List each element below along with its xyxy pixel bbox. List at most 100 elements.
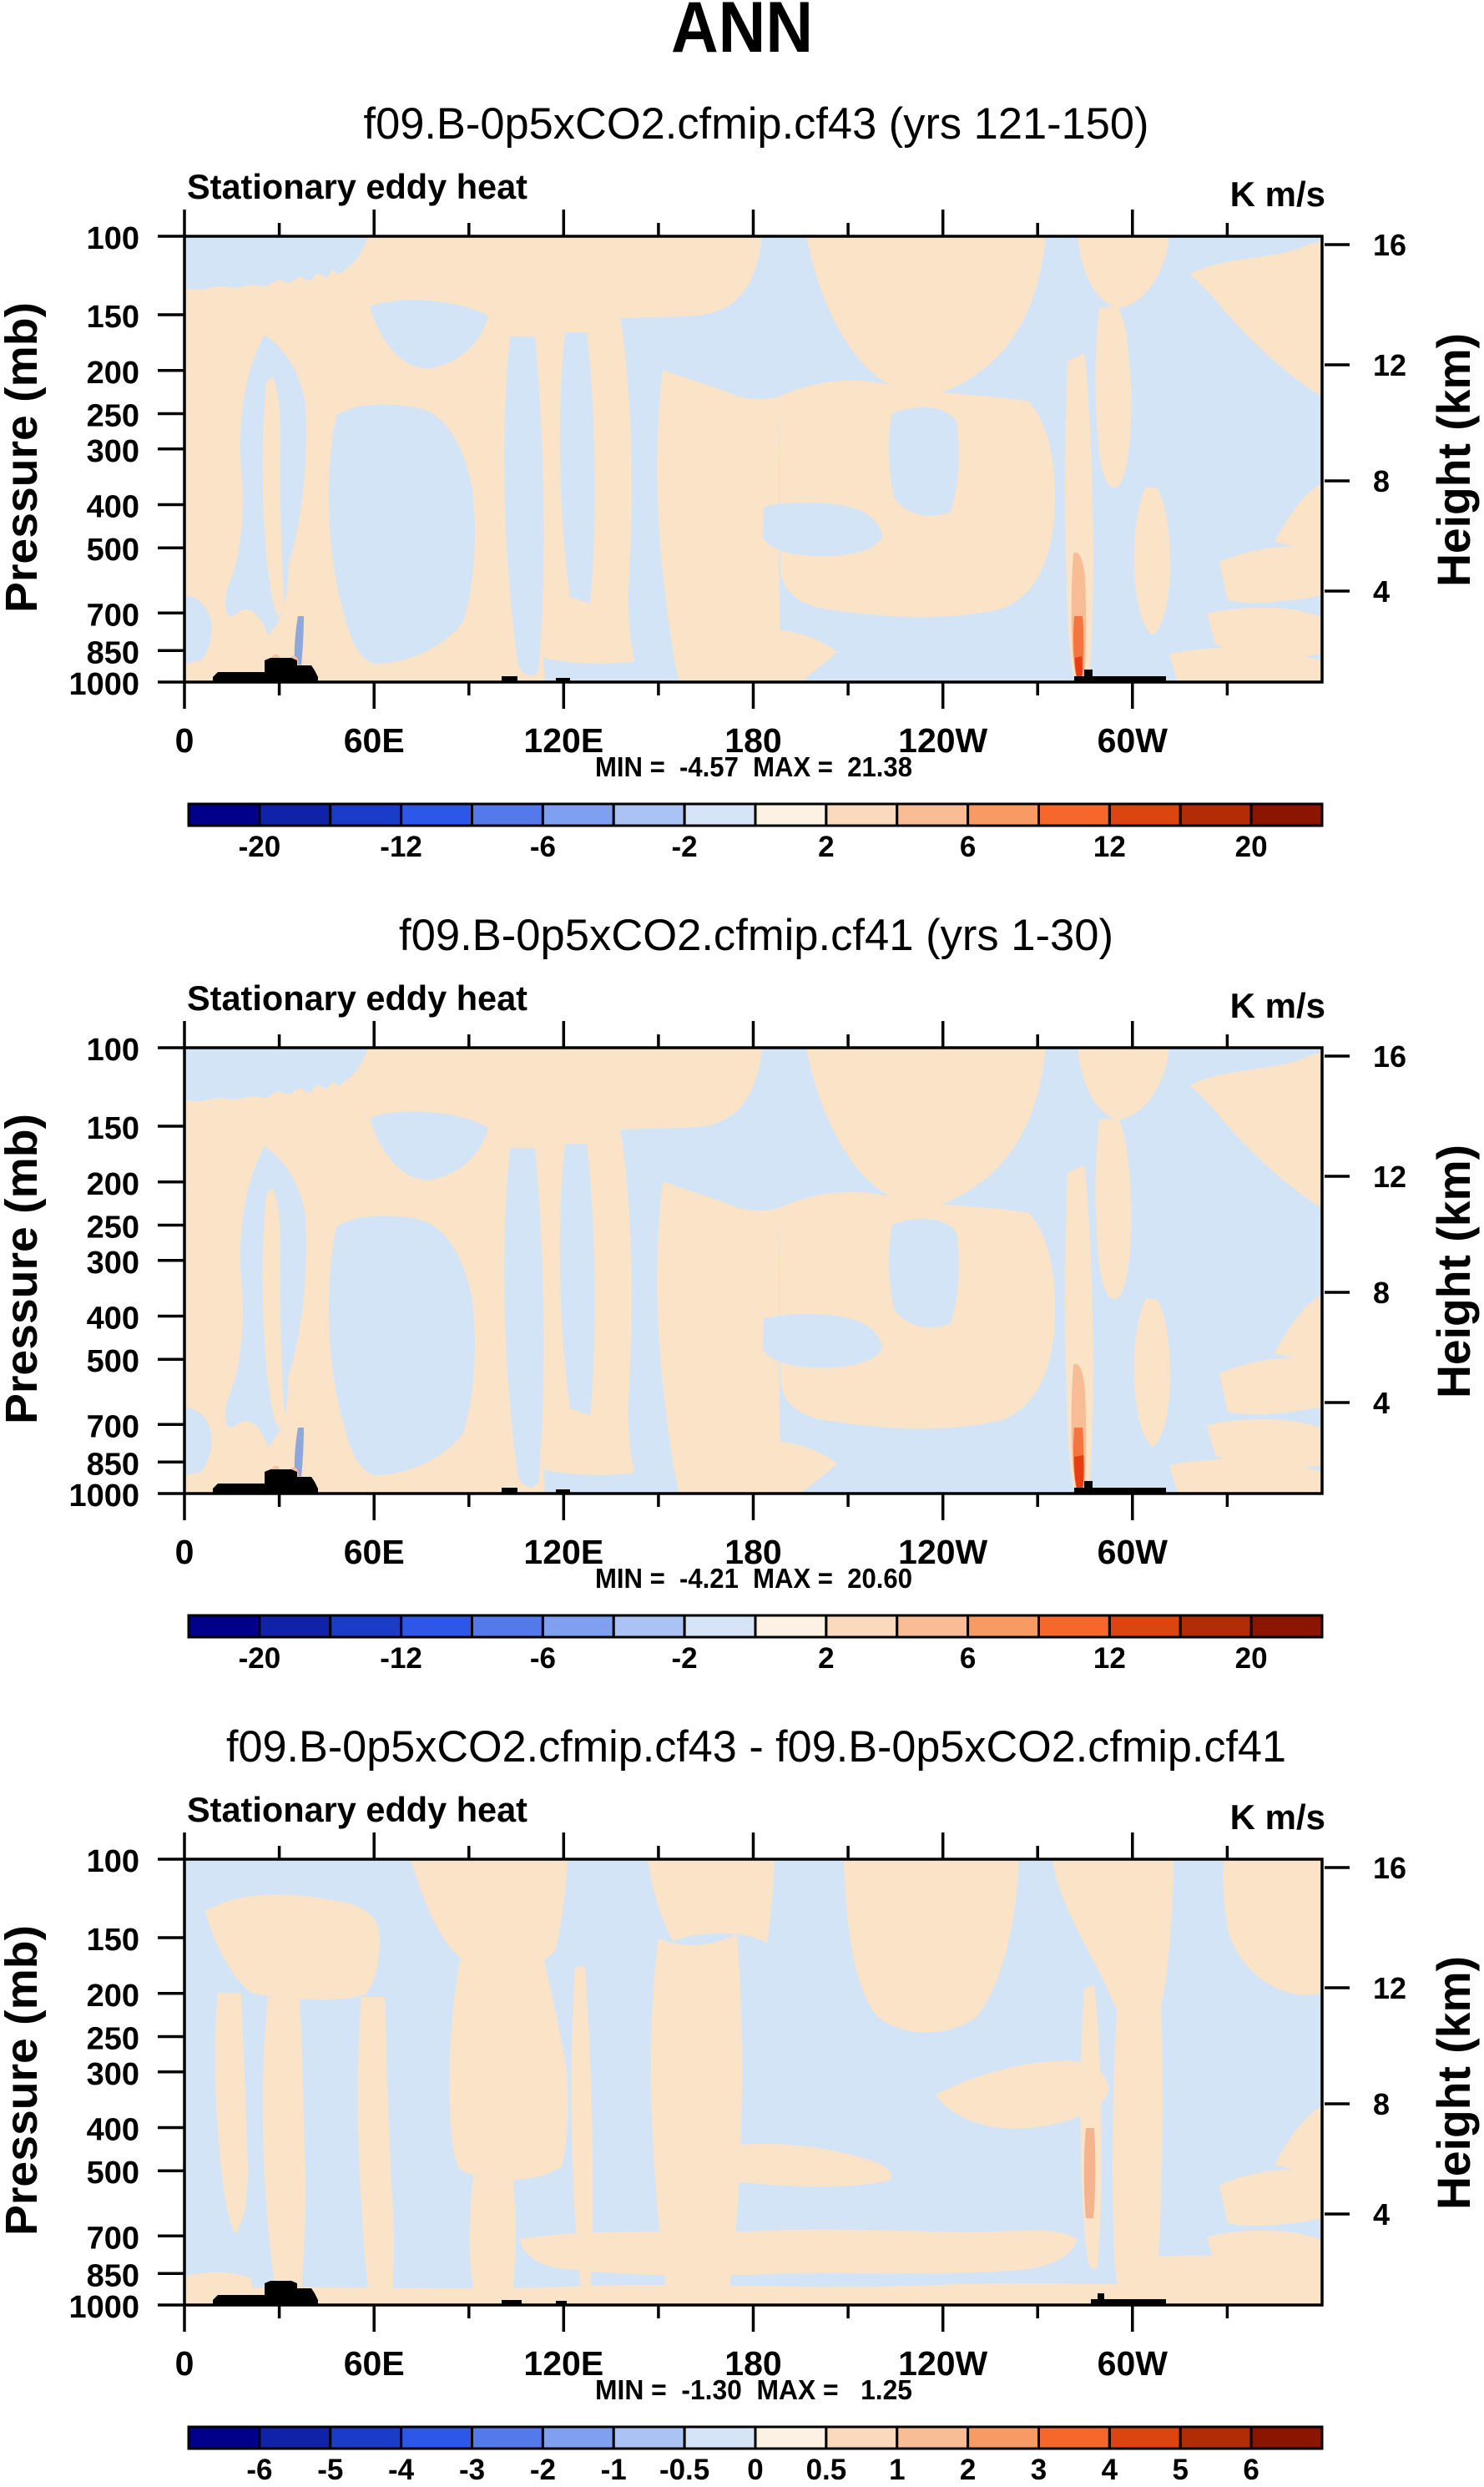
svg-text:0: 0 (175, 2344, 194, 2383)
svg-text:700: 700 (87, 598, 139, 633)
svg-text:300: 300 (87, 434, 139, 469)
svg-text:120E: 120E (523, 1533, 603, 1571)
svg-text:Pressure (mb): Pressure (mb) (0, 1114, 47, 1424)
svg-text:150: 150 (87, 1111, 139, 1146)
svg-text:100: 100 (87, 221, 139, 256)
svg-text:180: 180 (724, 721, 781, 760)
svg-text:8: 8 (1373, 1276, 1390, 1310)
svg-text:6: 6 (960, 831, 976, 863)
svg-text:-3: -3 (459, 2454, 485, 2483)
svg-text:0: 0 (747, 2454, 763, 2483)
svg-text:500: 500 (87, 2156, 139, 2191)
svg-text:f09.B-0p5xCO2.cfmip.cf43 - f09: f09.B-0p5xCO2.cfmip.cf43 - f09.B-0p5xCO2… (226, 1722, 1286, 1772)
svg-text:Pressure (mb): Pressure (mb) (0, 302, 47, 613)
svg-text:16: 16 (1373, 1851, 1406, 1885)
svg-text:850: 850 (87, 2258, 139, 2293)
svg-text:12: 12 (1373, 1160, 1406, 1194)
svg-text:12: 12 (1093, 1642, 1126, 1675)
svg-text:4: 4 (1102, 2454, 1118, 2483)
svg-text:0: 0 (175, 1533, 194, 1571)
svg-text:Height (km): Height (km) (1427, 1145, 1480, 1398)
svg-text:Height (km): Height (km) (1427, 333, 1480, 587)
svg-text:-2: -2 (672, 1642, 698, 1675)
svg-text:12: 12 (1373, 1971, 1406, 2005)
svg-text:20: 20 (1235, 1642, 1268, 1675)
svg-text:0: 0 (175, 721, 194, 760)
svg-text:100: 100 (87, 1033, 139, 1068)
svg-text:400: 400 (87, 2113, 139, 2148)
svg-text:850: 850 (87, 1447, 139, 1482)
svg-text:MIN = -4.21 MAX = 20.60: MIN = -4.21 MAX = 20.60 (595, 1563, 912, 1594)
svg-text:150: 150 (87, 1923, 139, 1958)
svg-text:400: 400 (87, 490, 139, 525)
svg-text:200: 200 (87, 356, 139, 391)
svg-text:-6: -6 (530, 831, 556, 863)
svg-text:60E: 60E (344, 2344, 405, 2383)
svg-text:2: 2 (960, 2454, 976, 2483)
svg-text:8: 8 (1373, 2087, 1390, 2121)
svg-text:-20: -20 (239, 1642, 281, 1675)
svg-text:Stationary eddy heat: Stationary eddy heat (187, 978, 527, 1018)
svg-text:120W: 120W (898, 1533, 987, 1571)
svg-text:f09.B-0p5xCO2.cfmip.cf43 (yrs: f09.B-0p5xCO2.cfmip.cf43 (yrs 121-150) (364, 99, 1149, 149)
svg-text:180: 180 (724, 1533, 781, 1571)
svg-text:16: 16 (1373, 228, 1406, 262)
svg-text:60W: 60W (1098, 2344, 1169, 2383)
svg-text:2: 2 (818, 831, 834, 863)
svg-text:700: 700 (87, 1409, 139, 1444)
svg-text:4: 4 (1373, 2197, 1390, 2232)
svg-text:500: 500 (87, 533, 139, 568)
svg-text:Pressure (mb): Pressure (mb) (0, 1925, 47, 2236)
svg-text:Height (km): Height (km) (1427, 1956, 1480, 2210)
svg-text:300: 300 (87, 2057, 139, 2092)
svg-text:-2: -2 (672, 831, 698, 863)
svg-text:-6: -6 (530, 1642, 556, 1675)
svg-text:150: 150 (87, 300, 139, 335)
svg-text:1: 1 (889, 2454, 905, 2483)
svg-text:-4: -4 (388, 2454, 415, 2483)
svg-text:500: 500 (87, 1344, 139, 1379)
svg-text:60W: 60W (1098, 721, 1169, 760)
svg-text:K m/s: K m/s (1230, 1797, 1325, 1837)
svg-text:-6: -6 (246, 2454, 272, 2483)
svg-text:5: 5 (1172, 2454, 1188, 2483)
svg-text:3: 3 (1031, 2454, 1047, 2483)
svg-text:12: 12 (1373, 348, 1406, 382)
svg-text:120W: 120W (898, 2344, 987, 2383)
svg-text:0.5: 0.5 (806, 2454, 847, 2483)
svg-text:-12: -12 (380, 1642, 422, 1675)
svg-text:6: 6 (1243, 2454, 1259, 2483)
svg-text:250: 250 (87, 1211, 139, 1246)
svg-text:850: 850 (87, 635, 139, 670)
svg-text:4: 4 (1373, 1386, 1390, 1420)
svg-text:120W: 120W (898, 721, 987, 760)
svg-text:60E: 60E (344, 721, 405, 760)
svg-text:-1: -1 (601, 2454, 627, 2483)
svg-text:K m/s: K m/s (1230, 174, 1325, 214)
svg-text:K m/s: K m/s (1230, 986, 1325, 1025)
svg-text:ANN: ANN (671, 0, 813, 68)
svg-text:-20: -20 (239, 831, 281, 863)
svg-text:MIN = -1.30 MAX = 1.25: MIN = -1.30 MAX = 1.25 (595, 2374, 912, 2405)
svg-text:-2: -2 (530, 2454, 556, 2483)
svg-text:100: 100 (87, 1844, 139, 1879)
svg-text:4: 4 (1373, 574, 1390, 609)
svg-text:250: 250 (87, 2022, 139, 2057)
svg-text:200: 200 (87, 1167, 139, 1202)
svg-text:8: 8 (1373, 464, 1390, 498)
svg-text:120E: 120E (523, 2344, 603, 2383)
svg-text:1000: 1000 (68, 1479, 139, 1514)
svg-text:MIN = -4.57 MAX = 21.38: MIN = -4.57 MAX = 21.38 (595, 751, 912, 782)
svg-text:400: 400 (87, 1302, 139, 1337)
svg-text:16: 16 (1373, 1039, 1406, 1074)
svg-text:2: 2 (818, 1642, 834, 1675)
svg-text:f09.B-0p5xCO2.cfmip.cf41 (yrs: f09.B-0p5xCO2.cfmip.cf41 (yrs 1-30) (399, 911, 1113, 960)
svg-text:250: 250 (87, 399, 139, 434)
svg-text:6: 6 (960, 1642, 976, 1675)
svg-text:1000: 1000 (68, 667, 139, 702)
svg-text:120E: 120E (523, 721, 603, 760)
svg-text:-0.5: -0.5 (659, 2454, 709, 2483)
svg-text:-12: -12 (380, 831, 422, 863)
svg-text:300: 300 (87, 1246, 139, 1281)
svg-text:1000: 1000 (68, 2290, 139, 2325)
